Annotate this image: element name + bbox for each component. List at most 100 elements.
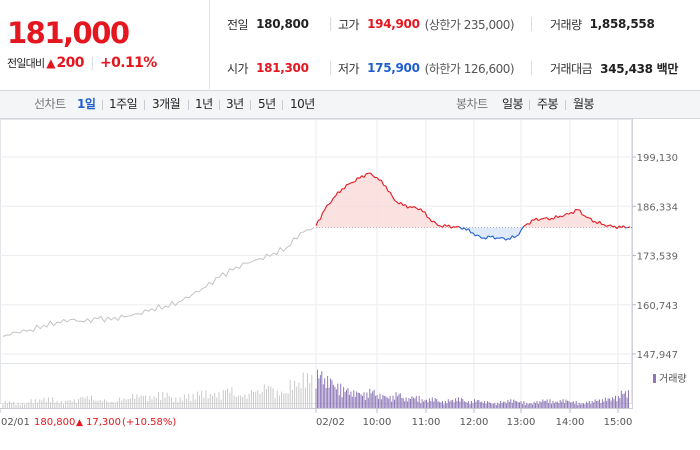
today-price-segment (359, 175, 363, 179)
today-price-segment (326, 203, 330, 206)
y-tick-label: 160,743 (637, 301, 678, 312)
stat-prev-close: 전일 180,800 (227, 14, 309, 34)
line-chart-label: 선차트 (34, 97, 66, 111)
stat-label: 저가 (338, 61, 360, 76)
change-line: 전일대비 ▲ 200 +0.11% (7, 53, 157, 73)
stat-volume: 거래량 1,858,558 (550, 14, 655, 34)
tab-1d[interactable]: 1일 (77, 97, 96, 111)
today-price-segment (487, 235, 491, 238)
tab-monthly[interactable]: 월봉 (573, 97, 595, 111)
today-price-segment (599, 220, 603, 225)
today-price-segment (402, 204, 406, 207)
today-price-segment (524, 223, 528, 226)
change-label: 전일대비 (7, 57, 45, 70)
change-rate: +0.11% (99, 55, 157, 71)
price-box: 181,000 전일대비 ▲ 200 +0.11% (0, 0, 210, 91)
today-price-segment (457, 225, 461, 228)
today-price-segment (435, 222, 439, 226)
today-price-segment (514, 235, 517, 239)
today-price-segment (324, 205, 328, 211)
today-price-segment (551, 217, 554, 220)
today-price-segment (623, 225, 627, 229)
stat-value: 1,858,558 (589, 17, 655, 31)
tab-1w[interactable]: 1주일 (109, 97, 138, 111)
footer-up-arrow-icon: ▲ (76, 418, 83, 428)
y-tick-label: 186,334 (637, 202, 678, 213)
today-price-segment (400, 202, 404, 206)
today-price-segment (472, 232, 476, 237)
above-reference-fill (316, 173, 630, 228)
today-price-segment (616, 225, 620, 230)
divider (282, 100, 283, 110)
today-price-segment (426, 216, 430, 219)
today-price-segment (333, 195, 336, 199)
today-price-segment (348, 182, 352, 185)
divider (529, 100, 530, 110)
today-price-segment (380, 179, 385, 186)
today-price-segment (404, 204, 409, 209)
x-tick-label: 12:00 (460, 417, 489, 428)
stat-open: 시가 181,300 (227, 58, 309, 78)
today-price-segment (415, 207, 419, 211)
today-price-segment (485, 235, 489, 240)
today-price-segment (503, 237, 507, 241)
tab-weekly[interactable]: 주봉 (537, 97, 559, 111)
today-price-segment (339, 188, 343, 193)
today-price-segment (608, 224, 611, 227)
y-tick-label: 173,539 (637, 252, 678, 263)
today-price-segment (564, 212, 568, 216)
today-price-segment (479, 235, 483, 239)
today-price-segment (337, 191, 341, 194)
today-price-segment (463, 227, 467, 231)
today-price-segment (370, 172, 374, 176)
today-price-segment (372, 175, 376, 179)
x-tick-label: 14:00 (556, 417, 585, 428)
today-price-segment (409, 206, 413, 208)
price-chart[interactable]: 199,130 186,334 173,539 160,743 147,947 거래량 02… (0, 119, 700, 450)
x-tick-label: 10:00 (363, 417, 392, 428)
tab-daily[interactable]: 일봉 (502, 97, 524, 111)
tab-3m[interactable]: 3개월 (152, 97, 181, 111)
stat-label: 전일 (227, 17, 249, 32)
today-price-segment (407, 206, 411, 209)
today-price-segment (448, 224, 452, 229)
today-price-segment (627, 226, 631, 229)
footer-close: 180,800 (34, 417, 75, 428)
today-price-segment (461, 227, 465, 230)
today-price-segment (418, 208, 421, 211)
x-tick-label: 02/02 (316, 417, 345, 428)
divider (188, 100, 189, 110)
tab-3y[interactable]: 3년 (226, 97, 244, 111)
today-price-segment (581, 214, 585, 217)
today-price-segment (453, 226, 456, 228)
today-price-segment (620, 225, 624, 229)
today-price-segment (499, 237, 502, 239)
today-price-segment (527, 223, 530, 225)
today-price-segment (529, 219, 533, 225)
today-price-segment (592, 220, 596, 223)
today-price-segment (459, 226, 463, 230)
today-price-segment (614, 225, 618, 230)
x-tick-label: 15:00 (604, 417, 633, 428)
today-price-segment (389, 191, 393, 197)
stat-label: 시가 (227, 61, 249, 76)
today-price-segment (424, 211, 428, 218)
today-price-segment (583, 215, 587, 218)
x-tick-label: 13:00 (507, 417, 536, 428)
divider (250, 100, 251, 110)
today-price-segment (590, 218, 594, 223)
today-price-segment (618, 225, 622, 229)
current-price: 181,000 (7, 16, 130, 50)
today-price-segment (477, 234, 480, 237)
today-price-segment (413, 206, 417, 209)
today-price-segment (572, 209, 576, 214)
price-chart-svg: 199,130 186,334 173,539 160,743 147,947 거래량 02… (0, 119, 687, 428)
tab-1y[interactable]: 1년 (195, 97, 213, 111)
today-price-segment (352, 180, 356, 183)
up-arrow-icon: ▲ (46, 56, 56, 70)
today-price-segment (505, 238, 509, 241)
tab-5y[interactable]: 5년 (258, 97, 276, 111)
today-price-segment (492, 235, 496, 240)
tab-10y[interactable]: 10년 (290, 97, 315, 111)
